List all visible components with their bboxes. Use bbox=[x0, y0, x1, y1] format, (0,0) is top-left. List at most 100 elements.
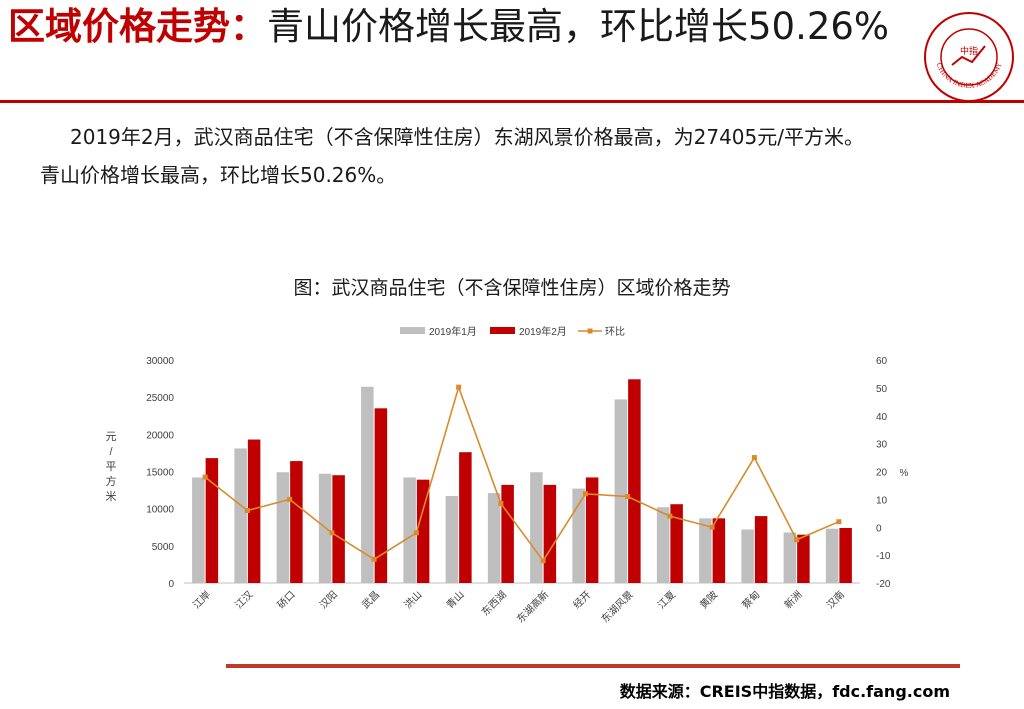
bar-feb-1 bbox=[247, 439, 261, 583]
bar-jan-13 bbox=[741, 529, 754, 583]
bar-jan-11 bbox=[656, 507, 670, 583]
x-category-label: 江夏 bbox=[655, 589, 678, 612]
y-left-axis-label-char: 方 bbox=[106, 474, 117, 488]
bar-feb-12 bbox=[712, 518, 726, 583]
bar-feb-0 bbox=[205, 458, 219, 583]
mom-point-15 bbox=[836, 519, 842, 525]
summary-line-1: 2019年2月，武汉商品住宅（不含保障性住房）东湖风景价格最高，为27405元/… bbox=[70, 125, 864, 149]
y-right-tick-label: -10 bbox=[876, 551, 891, 562]
x-category-label: 经开 bbox=[570, 588, 593, 611]
page-title-rest: 青山价格增长最高，环比增长50.26% bbox=[267, 5, 890, 48]
y-left-tick-label: 0 bbox=[168, 579, 174, 590]
bottom-divider bbox=[226, 664, 960, 668]
title-divider bbox=[0, 100, 1024, 103]
logo-center-text: 中指 bbox=[960, 45, 978, 57]
y-right-tick-label: 10 bbox=[876, 495, 888, 506]
x-category-label: 黄陂 bbox=[697, 588, 720, 611]
bar-jan-10 bbox=[614, 399, 628, 583]
legend-swatch-mom-marker bbox=[587, 328, 593, 334]
mom-point-3 bbox=[329, 530, 335, 536]
mom-point-10 bbox=[625, 494, 631, 500]
bar-jan-9 bbox=[572, 488, 585, 583]
y-right-tick-label: 50 bbox=[876, 384, 888, 395]
mom-point-0 bbox=[202, 474, 208, 480]
mom-point-4 bbox=[371, 556, 377, 562]
mom-point-7 bbox=[498, 501, 504, 507]
bar-jan-2 bbox=[276, 472, 290, 583]
legend-label-jan: 2019年1月 bbox=[429, 325, 477, 338]
chart-title: 图：武汉商品住宅（不含保障性住房）区域价格走势 bbox=[293, 277, 731, 299]
y-left-tick-label: 20000 bbox=[146, 430, 174, 441]
x-category-label: 硚口 bbox=[275, 589, 298, 612]
y-left-axis-label-char: 平 bbox=[106, 461, 117, 473]
bar-jan-8 bbox=[530, 472, 543, 583]
bar-feb-11 bbox=[670, 504, 683, 583]
legend-label-mom: 环比 bbox=[605, 326, 625, 338]
y-left-tick-label: 25000 bbox=[146, 393, 174, 404]
bar-feb-4 bbox=[374, 408, 388, 583]
legend-label-feb: 2019年2月 bbox=[519, 325, 567, 338]
y-left-axis-label-char: 元 bbox=[106, 431, 117, 443]
mom-point-8 bbox=[540, 558, 546, 564]
bar-feb-3 bbox=[332, 475, 345, 583]
bar-jan-4 bbox=[361, 386, 374, 583]
bar-jan-6 bbox=[445, 496, 459, 583]
bar-feb-8 bbox=[543, 484, 557, 583]
y-left-tick-label: 30000 bbox=[146, 356, 174, 367]
x-category-label: 武昌 bbox=[359, 588, 382, 611]
bar-feb-6 bbox=[459, 452, 472, 583]
mom-line bbox=[204, 384, 840, 563]
bar-jan-12 bbox=[699, 518, 712, 583]
legend-swatch-jan bbox=[400, 327, 425, 334]
legend-swatch-feb bbox=[490, 327, 515, 334]
mom-point-2 bbox=[287, 496, 293, 502]
bar-jan-0 bbox=[192, 477, 205, 583]
bar-feb-10 bbox=[628, 379, 641, 583]
data-source: 数据来源：CREIS中指数据，fdc.fang.com bbox=[619, 682, 950, 701]
page-title: 区域价格走势：青山价格增长最高，环比增长50.26% bbox=[8, 4, 908, 50]
mom-point-6 bbox=[456, 384, 462, 390]
y-right-tick-label: -20 bbox=[876, 579, 891, 590]
bar-feb-13 bbox=[754, 516, 768, 583]
mom-point-12 bbox=[709, 524, 715, 530]
x-category-label: 东湖风景 bbox=[598, 588, 635, 625]
x-category-label: 洪山 bbox=[402, 589, 425, 612]
x-category-label: 蔡甸 bbox=[739, 588, 762, 611]
bar-jan-15 bbox=[825, 528, 839, 583]
x-category-label: 东西湖 bbox=[479, 588, 509, 618]
x-category-label: 东湖高新 bbox=[514, 588, 551, 625]
bar-feb-9 bbox=[585, 477, 599, 583]
bar-jan-14 bbox=[783, 532, 797, 583]
summary-line-2: 青山价格增长最高，环比增长50.26%。 bbox=[40, 163, 397, 187]
bar-feb-7 bbox=[501, 484, 514, 583]
bar-feb-5 bbox=[416, 479, 430, 583]
y-left-axis-label-char: 米 bbox=[106, 490, 117, 503]
bar-jan-7 bbox=[487, 493, 501, 583]
page-title-highlight: 区域价格走势： bbox=[8, 5, 267, 48]
x-category-label: 新洲 bbox=[781, 588, 804, 611]
y-left-tick-label: 10000 bbox=[146, 505, 174, 516]
y-right-axis-label: % bbox=[900, 468, 909, 479]
y-right-tick-label: 0 bbox=[876, 523, 882, 534]
mom-point-13 bbox=[751, 455, 757, 461]
summary-paragraph: 2019年2月，武汉商品住宅（不含保障性住房）东湖风景价格最高，为27405元/… bbox=[40, 118, 1000, 194]
china-index-academy-logo: 中指 CHINA INDEX ACADEMY bbox=[924, 12, 1014, 102]
y-right-tick-label: 30 bbox=[876, 440, 888, 451]
x-category-label: 青山 bbox=[443, 588, 466, 611]
x-category-label: 江汉 bbox=[233, 589, 256, 612]
bar-feb-15 bbox=[839, 527, 852, 583]
bar-jan-1 bbox=[234, 448, 247, 583]
mom-point-11 bbox=[667, 513, 673, 519]
y-right-tick-label: 20 bbox=[876, 468, 888, 479]
x-category-label: 江岸 bbox=[191, 589, 214, 612]
bar-feb-14 bbox=[797, 534, 810, 583]
y-left-tick-label: 5000 bbox=[152, 542, 175, 553]
mom-point-14 bbox=[794, 537, 800, 543]
y-left-axis-label-char: / bbox=[109, 446, 113, 458]
y-left-tick-label: 15000 bbox=[146, 468, 174, 479]
y-right-tick-label: 40 bbox=[876, 412, 888, 423]
mom-point-1 bbox=[244, 508, 250, 514]
bar-jan-5 bbox=[403, 477, 416, 583]
x-category-label: 汉南 bbox=[824, 588, 847, 611]
